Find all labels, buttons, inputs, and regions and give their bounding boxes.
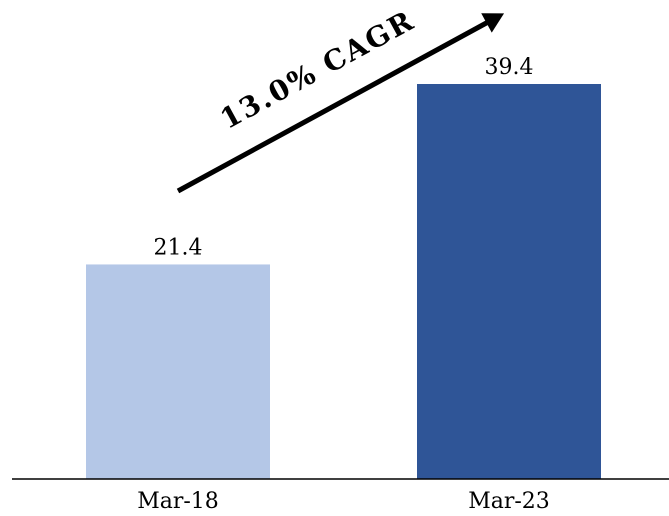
cagr-arrow-shaft <box>176 18 492 194</box>
value-labels-group: 21.4 39.4 <box>154 55 534 260</box>
x-tick-label-mar-23: Mar-23 <box>468 489 550 514</box>
bar-mar-23 <box>417 84 601 479</box>
x-tick-labels-group: Mar-18 Mar-23 <box>137 489 550 514</box>
cagr-arrow-head <box>481 13 505 33</box>
x-tick-label-mar-18: Mar-18 <box>137 489 219 514</box>
bar-mar-18 <box>86 264 270 479</box>
bars-group <box>86 84 601 479</box>
value-label-mar-23: 39.4 <box>485 55 534 80</box>
value-label-mar-18: 21.4 <box>154 235 203 260</box>
